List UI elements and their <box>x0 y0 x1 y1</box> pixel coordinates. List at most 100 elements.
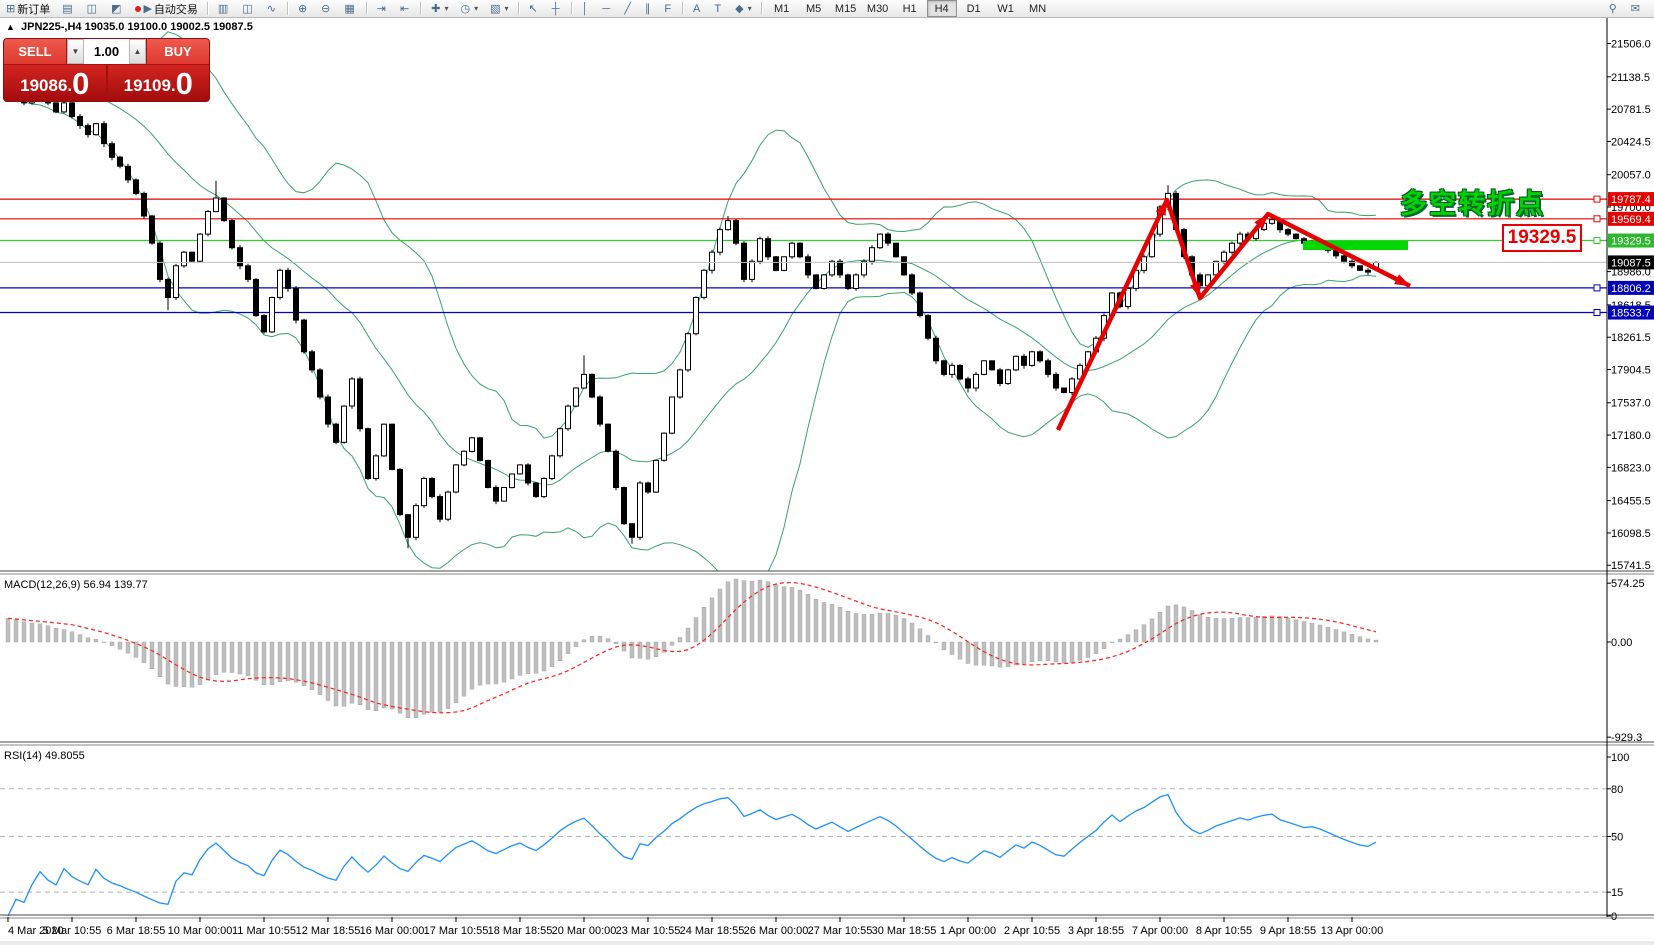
arrows-dropdown-icon[interactable]: ▾ <box>747 4 752 13</box>
toolbar-autotrading-button[interactable]: ▶ 自动交易 <box>130 0 202 17</box>
tile-windows-icon: ▦ <box>344 3 355 15</box>
toolbar-text-label-button[interactable]: T <box>709 0 728 17</box>
sell-price-main: 19086. <box>20 76 73 95</box>
toolbar-vertical-line-button[interactable]: │ <box>577 0 596 17</box>
svg-text:23 Mar 10:55: 23 Mar 10:55 <box>616 925 681 937</box>
autotrading-status-dot <box>135 5 142 12</box>
market-watch-icon: ▤ <box>62 3 73 15</box>
buy-price-main: 19109. <box>123 76 176 95</box>
toolbar-data-window-button[interactable]: ◫ <box>82 0 104 17</box>
toolbar-search-button[interactable]: ⚲ <box>1604 0 1624 17</box>
toolbar-trendline-button[interactable]: ╱ <box>619 0 638 17</box>
buy-price-display[interactable]: 19109. 0 <box>107 65 209 101</box>
sell-price-big-digit: 0 <box>72 66 90 101</box>
toolbar-auto-scroll-button[interactable]: ⇥ <box>372 0 393 17</box>
toolbar-chart-bars-button[interactable]: ▥ <box>213 0 235 17</box>
chart-header: ▲ JPN225-,H4 19035.0 19100.0 19002.5 190… <box>6 21 253 33</box>
svg-text:18533.7: 18533.7 <box>1611 308 1651 320</box>
toolbar-zoom-out-button[interactable]: ⊖ <box>316 0 337 17</box>
svg-text:21138.5: 21138.5 <box>1611 72 1650 84</box>
zigzag-arrowhead <box>1254 214 1268 230</box>
svg-text:9 Apr 18:55: 9 Apr 18:55 <box>1260 925 1316 937</box>
crosshair-icon: ┼ <box>551 2 560 15</box>
chart-line-icon: ∿ <box>266 3 276 15</box>
collapse-arrow-icon[interactable]: ▲ <box>6 22 15 32</box>
svg-text:30 Mar 18:55: 30 Mar 18:55 <box>872 925 937 937</box>
toolbar-arrows-button[interactable]: ◆ ▾ <box>730 0 756 17</box>
volume-increase-button[interactable]: ▲ <box>129 39 146 64</box>
templates-dropdown-icon[interactable]: ▾ <box>504 4 509 13</box>
zigzag-arrowhead <box>1155 200 1167 216</box>
templates-icon: ▧ <box>490 3 501 15</box>
volume-decrease-button[interactable]: ▼ <box>67 39 84 64</box>
price-annotation-box[interactable]: 19329.5 <box>1502 224 1582 252</box>
timeframe-m1-button[interactable]: M1 <box>773 2 790 15</box>
toolbar-templates-button[interactable]: ▧ ▾ <box>485 0 513 17</box>
timeframe-h4-button[interactable]: H4 <box>926 0 957 17</box>
toolbar-separator <box>682 2 685 15</box>
timeframe-m15-button[interactable]: M15 <box>834 2 857 15</box>
chart-shift-icon: ⇤ <box>400 3 410 15</box>
svg-text:24 Mar 18:55: 24 Mar 18:55 <box>680 925 745 937</box>
svg-text:18 Mar 18:55: 18 Mar 18:55 <box>488 925 553 937</box>
timeframe-m30-button[interactable]: M30 <box>866 2 889 15</box>
svg-text:18261.5: 18261.5 <box>1611 332 1651 344</box>
toolbar-tile-windows-button[interactable]: ▦ <box>339 0 361 17</box>
zoom-in-icon: ⊕ <box>297 3 308 15</box>
level-anchor[interactable] <box>1593 237 1601 244</box>
buy-button[interactable]: BUY <box>146 39 209 64</box>
toolbar-separator <box>760 2 763 15</box>
turning-point-annotation[interactable]: 多空转折点 <box>1400 189 1545 219</box>
chart-bars-icon: ▥ <box>217 3 229 15</box>
svg-text:27 Mar 10:55: 27 Mar 10:55 <box>808 925 873 937</box>
toolbar-community-button[interactable]: ✉ <box>1626 0 1647 17</box>
arrows-icon: ◆ <box>735 3 744 15</box>
cursor-icon: ↖ <box>528 3 538 15</box>
timeframe-mn-button[interactable]: MN <box>1029 2 1047 15</box>
horizontal-level-lines[interactable] <box>0 195 1607 316</box>
timeframe-h1-button[interactable]: H1 <box>902 2 917 15</box>
sell-button[interactable]: SELL <box>4 39 67 64</box>
svg-text:19569.4: 19569.4 <box>1611 214 1651 226</box>
toolbar-zoom-in-button[interactable]: ⊕ <box>293 0 314 17</box>
timeframe-m5-button[interactable]: M5 <box>805 2 822 15</box>
toolbar-equidistant-channel-button[interactable]: ∥ <box>640 0 658 17</box>
chart-symbol-period: JPN225-,H4 <box>20 21 82 33</box>
toolbar-cursor-button[interactable]: ↖ <box>524 0 545 17</box>
svg-text:13 Apr 00:00: 13 Apr 00:00 <box>1321 925 1383 937</box>
indicators-dropdown-icon[interactable]: ▾ <box>444 4 449 13</box>
toolbar-market-watch-button[interactable]: ▤ <box>57 0 79 17</box>
toolbar-periods-button[interactable]: ◷ ▾ <box>455 0 483 17</box>
toolbar-indicators-button[interactable]: ✚ ▾ <box>426 0 453 17</box>
svg-text:10 Mar 00:00: 10 Mar 00:00 <box>168 925 233 937</box>
periods-dropdown-icon[interactable]: ▾ <box>474 4 479 13</box>
svg-text:6 Mar 18:55: 6 Mar 18:55 <box>107 925 166 937</box>
toolbar-chart-line-button[interactable]: ∿ <box>262 0 283 17</box>
toolbar-chart-shift-button[interactable]: ⇤ <box>395 0 416 17</box>
timeframe-w1-button[interactable]: W1 <box>997 2 1014 15</box>
timeframe-d1-button[interactable]: D1 <box>966 2 981 15</box>
level-anchor[interactable] <box>1593 284 1601 292</box>
new-order-icon: ⊞ <box>6 3 16 15</box>
svg-text:19787.4: 19787.4 <box>1611 194 1651 206</box>
toolbar-text-button[interactable]: A <box>688 0 707 17</box>
toolbar-horizontal-line-button[interactable]: ─ <box>597 0 617 17</box>
level-anchor[interactable] <box>1593 195 1601 203</box>
svg-text:15741.5: 15741.5 <box>1611 560 1651 572</box>
svg-text:21506.0: 21506.0 <box>1611 39 1651 51</box>
toolbar-separator <box>517 2 520 15</box>
level-anchor[interactable] <box>1593 309 1601 316</box>
rsi-line <box>7 793 1377 917</box>
green-highlight-bar[interactable] <box>1303 241 1408 250</box>
horizontal-line-icon: ─ <box>602 2 611 15</box>
toolbar-new-order-button[interactable]: ⊞ 新订单 <box>1 0 55 17</box>
level-anchor[interactable] <box>1593 215 1601 223</box>
toolbar-chart-candles-button[interactable]: ◫ <box>237 0 259 17</box>
toolbar-fibonacci-button[interactable]: F <box>659 0 678 17</box>
toolbar-crosshair-button[interactable]: ┼ <box>547 0 567 17</box>
svg-text:20424.5: 20424.5 <box>1611 136 1651 148</box>
sell-price-display[interactable]: 19086. 0 <box>4 65 106 101</box>
volume-input[interactable]: 1.00 <box>93 44 120 59</box>
new-order-label: 新订单 <box>17 3 51 16</box>
toolbar-navigator-button[interactable]: ◩ <box>106 0 128 17</box>
